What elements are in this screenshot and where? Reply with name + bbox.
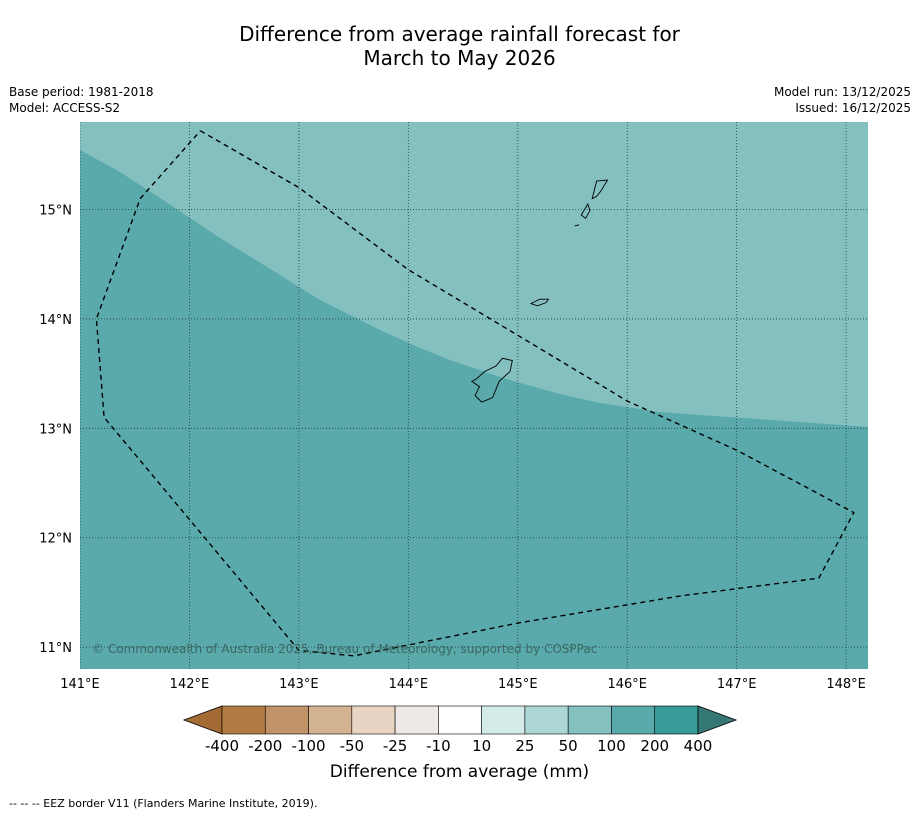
colorbar-tick-label: 100 — [597, 737, 626, 755]
base-period: Base period: 1981-2018 — [9, 85, 154, 99]
colorbar-segment — [394, 705, 439, 735]
colorbar-segment — [524, 705, 569, 735]
colorbar-segment — [308, 705, 353, 735]
latitude-label: 15°N — [39, 204, 72, 219]
meta-right: Model run: 13/12/2025 Issued: 16/12/2025 — [774, 84, 911, 116]
model-name: Model: ACCESS-S2 — [9, 101, 121, 115]
colorbar-segment — [221, 705, 266, 735]
colorbar-segment — [351, 705, 396, 735]
forecast-map: © Commonwealth of Australia 2025, Bureau… — [39, 122, 868, 735]
colorbar-tick-label: 10 — [472, 737, 492, 755]
longitude-label: 143°E — [279, 677, 319, 692]
islands — [470, 179, 609, 403]
colorbar-high-extend — [697, 705, 738, 735]
colorbar-tick-label: 400 — [683, 737, 713, 755]
colorbar-segment — [481, 705, 526, 735]
graticule — [80, 122, 868, 669]
longitude-label: 144°E — [389, 677, 429, 692]
region-50-100mm — [80, 122, 868, 427]
chart-title: Difference from average rainfall forecas… — [0, 22, 919, 70]
colorbar-tick-label: -400 — [204, 737, 240, 755]
eez-footnote: -- -- -- EEZ border V11 (Flanders Marine… — [9, 797, 318, 810]
colorbar-tick-label: 50 — [558, 737, 578, 755]
island-guam — [470, 357, 513, 403]
longitude-label: 141°E — [60, 677, 100, 692]
colorbar-tick-label: 25 — [515, 737, 535, 755]
latitude-label: 11°N — [39, 641, 72, 656]
colorbar-segment — [654, 705, 699, 735]
latitude-labels: 15°N 14°N 13°N 12°N 11°N — [39, 204, 72, 657]
longitude-label: 146°E — [607, 677, 647, 692]
longitude-labels: 141°E 142°E 143°E 144°E 145°E 146°E 147°E 148°E — [60, 677, 866, 692]
title-line-1: Difference from average rainfall forecas… — [239, 22, 680, 46]
colorbar-segment — [438, 705, 482, 735]
copyright-text: © Commonwealth of Australia 2025, Bureau… — [92, 642, 597, 656]
island-rota — [529, 298, 550, 307]
colorbar-tick-label: -50 — [339, 737, 365, 755]
latitude-label: 12°N — [39, 532, 72, 547]
colorbar-segment — [611, 705, 656, 735]
colorbar-title: Difference from average (mm) — [329, 762, 590, 782]
colorbar-segment — [264, 705, 309, 735]
colorbar-tick-label: -100 — [291, 737, 326, 755]
colorbar — [182, 705, 738, 735]
colorbar-tick-label: -200 — [248, 737, 283, 755]
longitude-label: 145°E — [498, 677, 538, 692]
island-tinian — [580, 203, 591, 219]
colorbar-low-extend — [182, 705, 223, 735]
model-run: Model run: 13/12/2025 — [773, 85, 911, 99]
meta-left: Base period: 1981-2018 Model: ACCESS-S2 — [9, 84, 154, 116]
issued-date: Issued: 16/12/2025 — [795, 101, 911, 115]
longitude-label: 142°E — [170, 677, 210, 692]
latitude-label: 14°N — [39, 313, 72, 328]
title-line-2: March to May 2026 — [363, 46, 556, 70]
longitude-label: 147°E — [717, 677, 757, 692]
latitude-label: 13°N — [39, 422, 72, 437]
longitude-label: 148°E — [826, 677, 866, 692]
eez-border — [95, 130, 855, 657]
colorbar-tick-label: 200 — [640, 737, 670, 755]
colorbar-tick-label: -25 — [382, 737, 408, 755]
island-saipan — [591, 179, 609, 200]
colorbar-segment — [567, 705, 612, 735]
colorbar-tick-label: -10 — [426, 737, 451, 755]
island-aguijan — [574, 224, 580, 227]
